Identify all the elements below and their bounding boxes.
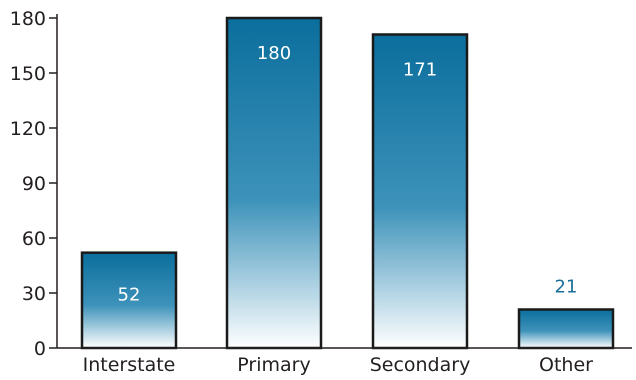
- x-tick-label-secondary: Secondary: [370, 354, 471, 376]
- data-label-primary: 180: [257, 43, 291, 64]
- y-tick-label: 90: [22, 173, 46, 195]
- y-tick-label: 120: [10, 118, 46, 140]
- y-axis: 0 30 60 90 120 150 180: [10, 8, 58, 360]
- x-tick-label-primary: Primary: [237, 354, 310, 376]
- y-tick-label: 150: [10, 63, 46, 85]
- bar-secondary: [371, 33, 469, 350]
- x-tick-label-other: Other: [539, 354, 593, 376]
- data-label-secondary: 171: [403, 60, 437, 81]
- x-axis: Interstate Primary Secondary Other: [57, 347, 632, 376]
- data-label-other: 21: [555, 277, 578, 298]
- y-tick-label: 30: [22, 283, 46, 305]
- bars-group: [80, 16, 615, 350]
- x-tick-label-interstate: Interstate: [83, 354, 176, 376]
- bar-primary: [225, 16, 323, 350]
- data-label-interstate: 52: [118, 285, 141, 306]
- data-labels-group: 52 180 171 21: [118, 43, 578, 306]
- y-tick-label: 180: [10, 8, 46, 30]
- bar-other: [517, 308, 615, 350]
- y-tick-label: 60: [22, 228, 46, 250]
- bar-interstate: [80, 251, 178, 350]
- y-tick-label: 0: [34, 338, 46, 360]
